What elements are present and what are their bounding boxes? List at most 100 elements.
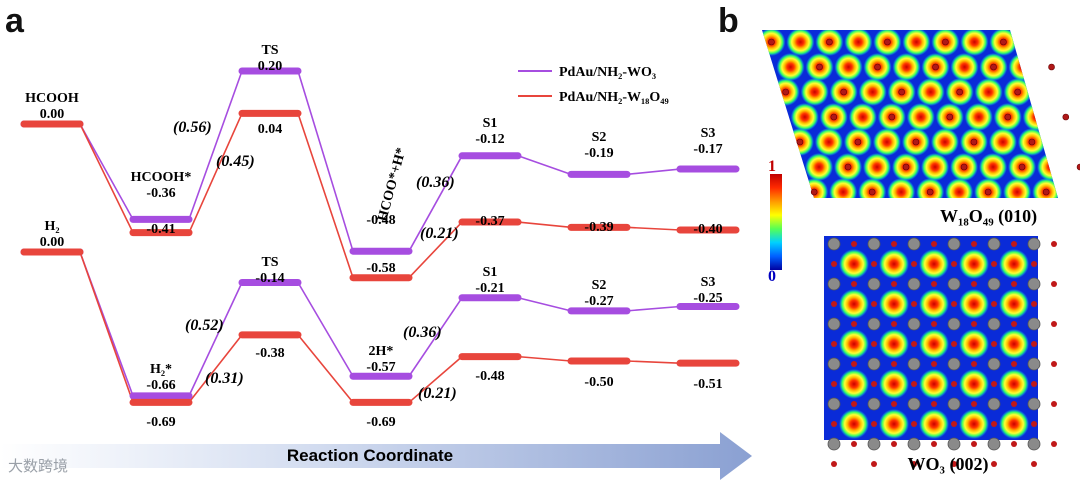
w18o49-atom-62 [868,188,876,196]
wo3-blob-13 [879,329,909,359]
wo3-blob-26 [919,409,949,439]
wo3-o-atom-v-17 [1031,341,1037,347]
value-label-s2-upper-wo3: -0.19 [584,146,613,161]
panel-b-label: b [718,2,739,40]
value-label-s3-upper-wo3: -0.17 [693,142,722,157]
state-label-s3-lower: S3 [701,275,716,290]
wo3-o-atom-v-8 [911,301,917,307]
w18o49-atom-59 [1076,163,1080,171]
w18o49-atom-51 [844,163,852,171]
value-label-s3-upper-w18o49: -0.40 [693,222,722,237]
wo3-o-atom-h-10 [1011,281,1017,287]
wo3-o-atom-h-22 [1011,361,1017,367]
wo3-o-atom-v-12 [831,341,837,347]
h2-connector-wo3-5 [626,305,681,312]
value-label-ts-upper-w18o49: 0.04 [258,122,283,137]
wo3-blob-28 [999,409,1029,439]
hcooh-connector-wo3-1 [188,70,243,220]
wo3-w-atom-16 [987,317,1001,331]
wo3-w-atom-6 [827,277,841,291]
wo3-blob-3 [959,249,989,279]
value-label-s1-upper-w18o49: -0.37 [475,214,504,229]
value-label-hcoo-h-wo3: -0.48 [366,213,395,228]
wo3-blob-25 [879,409,909,439]
state-label-ts-lower: TS [261,255,278,270]
w18o49-atom-39 [1062,113,1070,121]
w18o49-blob-23 [858,78,887,106]
barrier-label-h2-wo3-2: (0.36) [403,324,442,341]
w18o49-atom-64 [926,188,934,196]
hcooh-connector-w18o49-0 [79,123,134,234]
wo3-w-atom-4 [987,237,1001,251]
wo3-w-atom-21 [947,357,961,371]
elf-map-w18o49: W₁₈O₄₉ (010) [762,30,1080,227]
w18o49-blob-61 [829,178,858,198]
wo3-blob-35 [1039,449,1069,479]
w18o49-blob-25 [916,78,945,106]
wo3-o-atom-h-17 [1051,321,1057,327]
wo3-w-atom-0 [827,237,841,251]
state-label-hcoo-h: HCOO*+H* [375,146,409,223]
wo3-o-atom-v-24 [831,421,837,427]
wo3-w-atom-29 [1027,397,1041,411]
barrier-label-w18o49-1: (0.45) [216,153,255,170]
state-label-s2-lower: S2 [592,278,607,293]
wo3-w-atom-34 [987,437,1001,451]
wo3-o-atom-h-20 [931,361,937,367]
wo3-o-atom-v-34 [991,461,997,467]
state-label-s1-upper: S1 [483,116,498,131]
w18o49-blob-56 [979,153,1008,181]
value-label-hcooh-ads-w18o49: -0.41 [146,222,175,237]
wo3-o-atom-h-33 [971,441,977,447]
state-label-ts-upper: TS [261,43,278,58]
h2-connector-wo3-2 [297,282,354,377]
wo3-o-atom-h-30 [851,441,857,447]
wo3-w-atom-30 [827,437,841,451]
w18o49-atom-48 [1028,138,1036,146]
w18o49-atom-42 [854,138,862,146]
colorbar: 1 0 [748,158,796,292]
wo3-o-atom-v-18 [831,381,837,387]
wo3-w-atom-14 [907,317,921,331]
value-label-s1-lower-wo3: -0.21 [475,281,504,296]
wo3-o-atom-v-31 [871,461,877,467]
wo3-w-atom-27 [947,397,961,411]
w18o49-atom-37 [1004,113,1012,121]
w18o49-blob-69 [1061,178,1080,206]
w18o49-blob-54 [921,153,950,181]
w18o49-caption: W₁₈O₄₉ (010) [940,206,1037,227]
wo3-w-atom-28 [987,397,1001,411]
w18o49-atom-2 [826,38,833,46]
w18o49-atom-28 [1014,88,1021,96]
w18o49-atom-8 [1000,38,1007,46]
value-label-h2: 0.00 [40,235,65,250]
w18o49-atom-17 [990,63,997,71]
wo3-w-atom-23 [1027,357,1041,371]
wo3-density-blobs [839,249,1069,479]
wo3-o-atom-v-16 [991,341,997,347]
h2-pathway: H₂ 0.00 H₂* -0.66 -0.69 TS -0.14 -0.38 2… [20,219,740,430]
w18o49-atom-40 [796,138,804,146]
h2-connector-w18o49-3 [408,356,463,404]
wo3-blob-24 [839,409,869,439]
state-label-s3-upper: S3 [701,126,716,141]
w18o49-blob-41 [814,128,843,156]
w18o49-blob-18 [1008,53,1037,81]
wo3-o-atom-v-0 [831,261,837,267]
w18o49-atom-68 [1042,188,1050,196]
wo3-blob-17 [1039,329,1069,359]
wo3-blob-4 [999,249,1029,279]
w18o49-blob-34 [906,103,935,131]
wo3-blob-19 [879,369,909,399]
wo3-o-atom-h-9 [971,281,977,287]
wo3-o-atom-h-32 [931,441,937,447]
colorbar-max-label: 1 [768,158,776,175]
w18o49-atom-66 [984,188,992,196]
w18o49-atom-20 [782,88,789,96]
wo3-blob-11 [1039,289,1069,319]
wo3-o-atom-v-28 [991,421,997,427]
wo3-blob-29 [1039,409,1069,439]
barrier-label-wo3-2: (0.36) [416,174,455,191]
w18o49-blob-52 [863,153,892,181]
state-label-s2-upper: S2 [592,130,607,145]
